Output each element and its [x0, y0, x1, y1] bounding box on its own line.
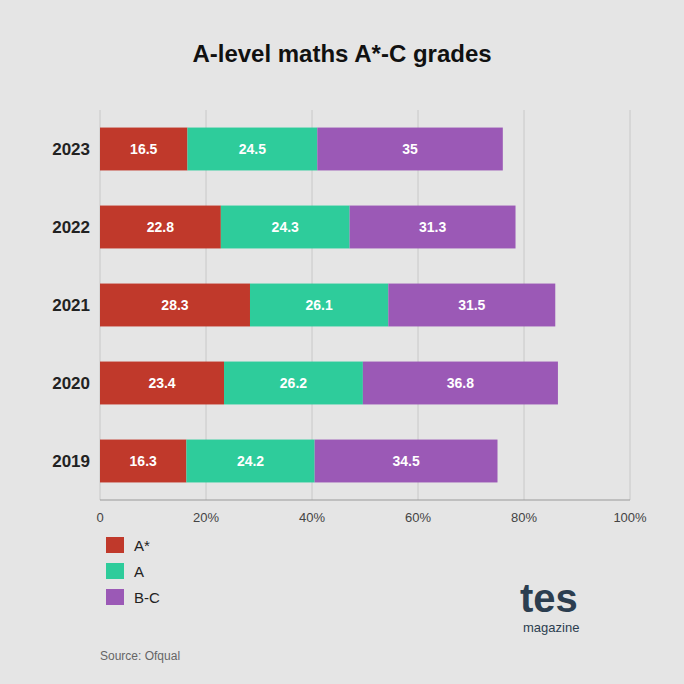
- data-label: 16.3: [130, 453, 157, 469]
- y-tick-label: 2022: [52, 218, 90, 237]
- bar-segment: [350, 206, 516, 249]
- data-labels: 16.3 23.4 28.3 22.8 16.5 24.2 26.2 26.1 24.3 24.5…: [130, 141, 486, 469]
- legend-label: A*: [134, 537, 150, 554]
- legend-swatch: [106, 589, 124, 605]
- data-label: 24.5: [239, 141, 266, 157]
- title: A-level maths A*-C grades: [192, 40, 491, 67]
- y-ticks: 2019 2020 2021 2022 2023: [52, 140, 90, 471]
- bar-segment: [100, 362, 224, 405]
- data-label: 24.3: [272, 219, 299, 235]
- legend-swatch: [106, 563, 124, 579]
- x-ticks: 0 20% 40% 60% 80% 100%: [96, 510, 647, 525]
- bar-segment: [187, 128, 317, 171]
- legend: A* A B-C: [106, 537, 160, 606]
- bar-segment: [100, 284, 250, 327]
- x-tick-label: 80%: [511, 510, 537, 525]
- data-label: 23.4: [148, 375, 175, 391]
- bar-segment: [186, 440, 314, 483]
- data-label: 34.5: [392, 453, 419, 469]
- logo: tes: [520, 576, 578, 620]
- bar-segment: [224, 362, 363, 405]
- bar-segment: [221, 206, 350, 249]
- legend-swatch: [106, 537, 124, 553]
- bar-segment: [100, 128, 187, 171]
- logo-subtitle: magazine: [523, 620, 579, 635]
- grid-line: [630, 110, 631, 500]
- y-tick-label: 2020: [52, 374, 90, 393]
- x-tick-label: 100%: [613, 510, 647, 525]
- data-label: 31.5: [458, 297, 485, 313]
- data-label: 26.2: [280, 375, 307, 391]
- x-tick-label: 60%: [405, 510, 431, 525]
- bar-segment: [100, 440, 186, 483]
- data-label: 36.8: [447, 375, 474, 391]
- y-tick-label: 2019: [52, 452, 90, 471]
- x-tick-label: 20%: [193, 510, 219, 525]
- grid: [100, 110, 630, 500]
- x-tick-label: 40%: [299, 510, 325, 525]
- data-label: 35: [402, 141, 418, 157]
- bar-segment: [317, 128, 503, 171]
- chart: A-level maths A*-C grades 0 20% 40% 60% 80% 10…: [0, 0, 684, 684]
- legend-label: A: [134, 563, 144, 580]
- bar-segment: [100, 206, 221, 249]
- x-tick-label: 0: [96, 510, 103, 525]
- x-axis-line: [100, 500, 630, 501]
- y-tick-label: 2023: [52, 140, 90, 159]
- data-label: 26.1: [306, 297, 333, 313]
- bar-segment: [388, 284, 555, 327]
- data-label: 31.3: [419, 219, 446, 235]
- legend-label: B-C: [134, 589, 160, 606]
- bars: [100, 128, 558, 483]
- source: Source: Ofqual: [100, 649, 180, 663]
- bar-segment: [315, 440, 498, 483]
- data-label: 24.2: [237, 453, 264, 469]
- bar-segment: [363, 362, 558, 405]
- data-label: 28.3: [161, 297, 188, 313]
- data-label: 16.5: [130, 141, 157, 157]
- bar-segment: [250, 284, 388, 327]
- data-label: 22.8: [147, 219, 174, 235]
- y-tick-label: 2021: [52, 296, 90, 315]
